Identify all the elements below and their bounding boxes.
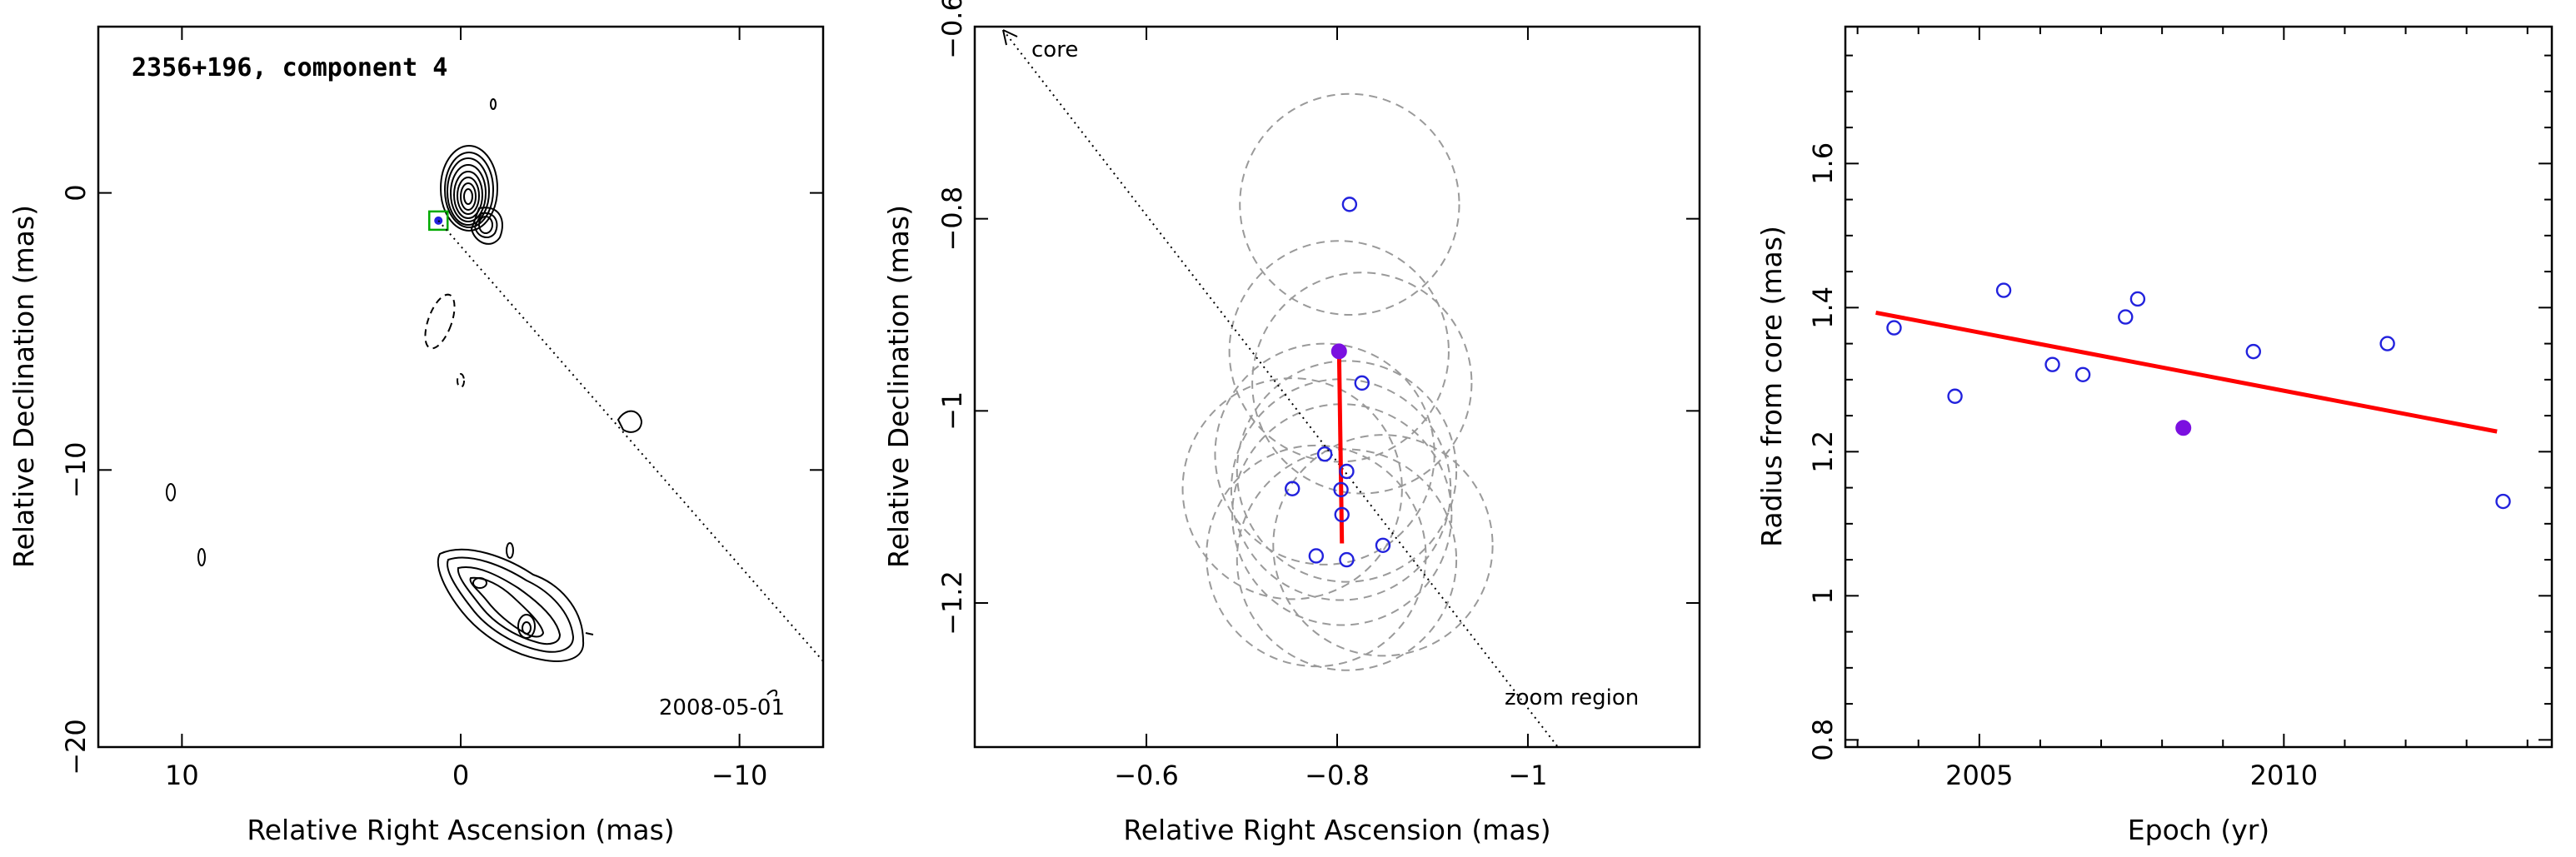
contour-small-mid xyxy=(506,542,514,559)
x-tick-label: −1 xyxy=(1508,760,1547,791)
y-tick-label: −0.6 xyxy=(936,0,968,59)
core-arrow-icon xyxy=(1002,29,1018,46)
x-tick-label: −10 xyxy=(711,760,768,791)
gaussian-circle xyxy=(1214,342,1435,566)
gaussian-size-circles xyxy=(1181,92,1494,671)
highlight-radius-point xyxy=(2175,420,2192,436)
position-point xyxy=(1339,463,1355,480)
highlight-point xyxy=(1330,343,1347,360)
radius-point xyxy=(2118,309,2134,325)
gaussian-circle xyxy=(1230,378,1452,601)
y-tick-label: −0.8 xyxy=(936,187,968,252)
position-point xyxy=(1354,375,1370,391)
panel1-x-axis-label: Relative Right Ascension (mas) xyxy=(247,814,674,846)
position-point xyxy=(1341,197,1358,212)
contour-small-far-left xyxy=(166,483,176,501)
panel-contour-map: 10 0 −10 0 −10 −20 Relative Right Ascension … xyxy=(7,25,825,846)
radius-point xyxy=(2074,366,2091,382)
y-tick-label: −1.2 xyxy=(936,571,968,635)
gaussian-circle xyxy=(1272,434,1494,657)
y-tick-label: −20 xyxy=(60,719,92,775)
panel2-frame xyxy=(973,25,1701,749)
y-tick-label: 1.4 xyxy=(1807,286,1839,329)
gaussian-circle xyxy=(1181,377,1403,600)
contour-small-top xyxy=(490,98,497,110)
component-positions xyxy=(1284,197,1391,568)
core-direction-line xyxy=(1002,29,1559,747)
x-tick-label: 0 xyxy=(452,760,469,791)
x-tick-label: −0.6 xyxy=(1114,760,1179,791)
gaussian-circle xyxy=(1251,272,1473,495)
contour-negative-left xyxy=(424,293,456,350)
panel2-x-ticks: −0.6 −0.8 −1 xyxy=(1114,27,1548,791)
x-tick-label: 2010 xyxy=(2250,760,2318,791)
x-tick-label: −0.8 xyxy=(1305,760,1370,791)
radius-point xyxy=(2495,493,2511,510)
x-tick-label: 10 xyxy=(165,760,199,791)
radius-point xyxy=(2245,343,2261,360)
y-tick-label: −1 xyxy=(936,391,968,431)
panel1-date-label: 2008-05-01 xyxy=(659,695,785,720)
radius-fit-line xyxy=(1875,310,2498,434)
y-tick-label: 0.8 xyxy=(1807,719,1839,761)
contour-component-right xyxy=(617,410,643,433)
position-point xyxy=(1333,481,1349,498)
panel1-title: 2356+196, component 4 xyxy=(132,53,447,82)
zoom-region-label: zoom region xyxy=(1505,685,1639,710)
radius-point xyxy=(2129,291,2146,307)
gaussian-circle xyxy=(1236,360,1458,583)
position-point xyxy=(1375,537,1391,553)
panel3-x-ticks: 2005 2010 xyxy=(1856,27,2529,791)
position-point xyxy=(1284,481,1300,496)
x-tick-label: 2005 xyxy=(1945,760,2013,791)
radius-point xyxy=(2044,356,2060,372)
panel3-y-ticks: 0.8 1 1.2 1.4 1.6 xyxy=(1807,54,2552,761)
radius-point xyxy=(1947,388,1963,404)
position-point xyxy=(1308,548,1325,564)
panel1-y-ticks: 0 −10 −20 xyxy=(60,184,823,775)
panel2-y-axis-label: Relative Declination (mas) xyxy=(882,205,915,568)
contour-small-dot xyxy=(585,632,594,635)
y-tick-label: 0 xyxy=(60,184,92,201)
panel1-x-ticks: 10 0 −10 xyxy=(165,27,767,791)
gaussian-circle xyxy=(1236,448,1458,671)
radius-points xyxy=(1886,282,2511,510)
component-direction-line xyxy=(437,220,824,662)
gaussian-circle xyxy=(1231,403,1453,626)
panel3-y-axis-label: Radius from core (mas) xyxy=(1755,226,1788,547)
core-label: core xyxy=(1031,37,1078,62)
contour-small-bottom xyxy=(766,690,778,697)
motion-fit-segment xyxy=(1336,351,1345,544)
panel2-x-axis-label: Relative Right Ascension (mas) xyxy=(1123,814,1550,846)
panel1-frame xyxy=(97,25,825,749)
y-tick-label: 1.2 xyxy=(1807,431,1839,473)
y-tick-label: 1 xyxy=(1807,587,1839,604)
core-contours xyxy=(440,145,503,245)
position-point xyxy=(1334,506,1350,523)
y-tick-label: −10 xyxy=(60,442,92,499)
component-box xyxy=(427,210,449,232)
panel3-frame xyxy=(1844,25,2554,749)
contour-negative-small xyxy=(457,373,465,388)
contour-small-lower-left xyxy=(197,548,206,566)
radius-point xyxy=(1995,282,2012,298)
panel2-y-ticks: −0.6 −0.8 −1 −1.2 xyxy=(936,0,1700,635)
radius-point xyxy=(2379,336,2395,351)
position-point xyxy=(1316,446,1333,462)
radius-point xyxy=(1886,320,1902,336)
panel3-x-axis-label: Epoch (yr) xyxy=(2128,814,2269,846)
panel1-y-axis-label: Relative Declination (mas) xyxy=(7,205,40,568)
y-tick-label: 1.6 xyxy=(1807,142,1839,185)
panel-radius-vs-epoch: 2005 2010 0.8 1 1.2 1.4 1.6 Epoch (yr) Radius… xyxy=(1755,25,2554,846)
panel-zoom-region: core zoom region −0.6 −0.8 −1 −0.6 −0.8 −1 −1… xyxy=(882,0,1701,846)
gaussian-circle xyxy=(1239,92,1460,316)
jet-contours xyxy=(437,548,585,662)
position-point xyxy=(1339,551,1355,568)
